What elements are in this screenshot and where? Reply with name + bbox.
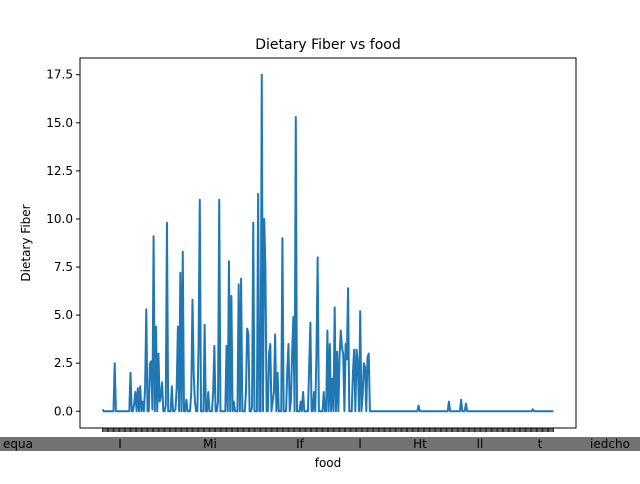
x-tick-label: ll xyxy=(477,437,484,451)
x-tick-label-overlap-band xyxy=(0,437,640,451)
x-axis-label: food xyxy=(315,456,342,470)
x-tick-label: iedcho xyxy=(590,437,630,451)
x-tick-label: Mi xyxy=(203,437,217,451)
y-tick-label: 12.5 xyxy=(46,164,73,178)
y-tick-label: 7.5 xyxy=(54,260,73,274)
y-tick-label: 10.0 xyxy=(46,212,73,226)
x-tick-label: t xyxy=(538,437,543,451)
axes-frame xyxy=(79,57,577,429)
y-axis-label: Dietary Fiber xyxy=(19,204,33,281)
y-tick-label: 5.0 xyxy=(54,308,73,322)
y-tick-label: 2.5 xyxy=(54,356,73,370)
x-tick-label: Ht xyxy=(413,437,427,451)
x-tick-label: l xyxy=(358,437,361,451)
x-tick-labels: equa I Mi If l Ht ll t iedcho xyxy=(0,437,640,451)
x-axis-ticks xyxy=(102,428,554,432)
x-tick-label: I xyxy=(118,437,122,451)
y-tick-label: 15.0 xyxy=(46,116,73,130)
x-tick-label: If xyxy=(296,437,305,451)
y-axis-ticks: 0.0 2.5 5.0 7.5 10.0 12.5 15.0 17.5 xyxy=(46,68,80,418)
y-tick-label: 0.0 xyxy=(54,404,73,418)
chart-title: Dietary Fiber vs food xyxy=(255,37,400,53)
x-tick-label: equa xyxy=(3,437,33,451)
series-line xyxy=(101,73,554,413)
y-tick-label: 17.5 xyxy=(46,68,73,82)
series-line-group xyxy=(101,73,554,413)
